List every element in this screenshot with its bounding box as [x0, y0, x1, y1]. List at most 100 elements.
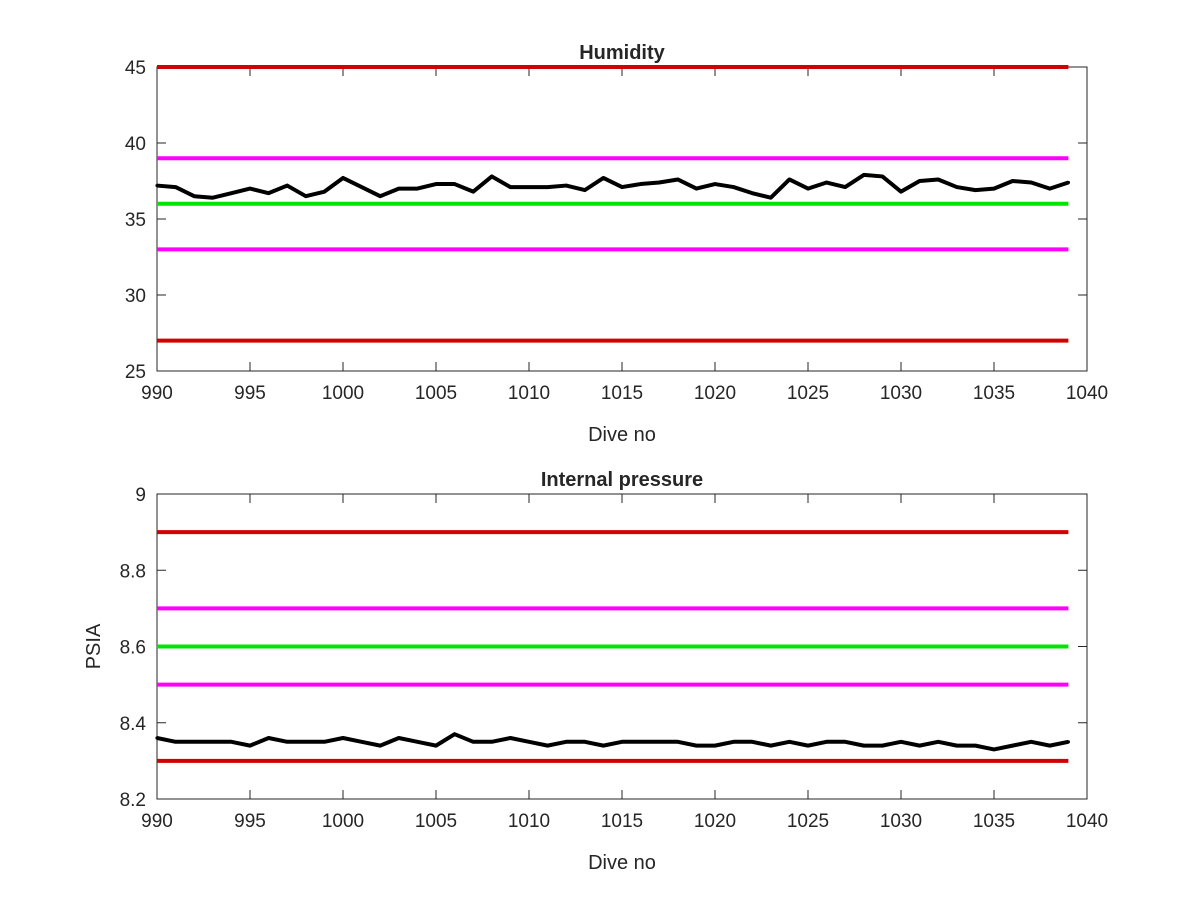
data-point: [973, 744, 978, 748]
x-tick-label: 995: [234, 811, 266, 832]
data-point: [155, 736, 159, 740]
data-point: [490, 174, 494, 179]
data-point: [1048, 187, 1052, 191]
data-point: [936, 740, 940, 744]
data-point: [322, 190, 326, 194]
data-point: [564, 183, 568, 188]
data-point: [434, 182, 438, 186]
x-tick-label: 1010: [508, 811, 550, 832]
data-point: [1066, 180, 1070, 185]
data-point: [285, 183, 289, 188]
data-point: [471, 190, 475, 194]
x-tick-label: 1005: [415, 383, 457, 404]
chart-title: Humidity: [579, 42, 665, 64]
data-point: [378, 744, 382, 748]
data-point: [676, 740, 680, 744]
y-tick-label: 8.4: [120, 714, 147, 735]
data-point: [341, 736, 345, 740]
data-point: [211, 196, 215, 200]
data-point: [992, 747, 996, 752]
data-point: [732, 185, 736, 189]
data-point: [490, 740, 494, 744]
data-point: [211, 740, 215, 744]
data-point: [899, 190, 903, 194]
x-tick-label: 990: [141, 811, 173, 832]
data-point: [880, 744, 885, 748]
data-point: [750, 740, 754, 744]
y-tick-label: 8.6: [120, 638, 146, 659]
data-point: [564, 740, 568, 744]
chart-2: 990 995 1000 1005 1010 1015 1020 1025 1030 1035 10…: [83, 469, 1108, 874]
data-point: [620, 740, 624, 744]
data-point: [1048, 744, 1052, 748]
x-tick-label: 1040: [1066, 811, 1108, 832]
data-point: [713, 182, 717, 186]
data-point: [769, 196, 773, 200]
data-point: [360, 740, 364, 744]
data-point: [694, 744, 699, 748]
y-tick-label: 35: [125, 210, 146, 231]
x-tick-label: 1030: [880, 811, 922, 832]
data-point: [248, 744, 252, 748]
data-point: [1029, 180, 1033, 185]
data-point: [750, 191, 754, 195]
data-point: [1066, 740, 1070, 744]
series-line-1: [156, 732, 1069, 752]
data-point: [174, 185, 178, 189]
y-tick-label: 9: [135, 485, 146, 506]
data-point: [825, 740, 829, 744]
data-point: [453, 732, 457, 736]
data-point: [192, 740, 196, 744]
x-tick-label: 1005: [415, 811, 457, 832]
data-point: [973, 188, 978, 192]
x-tick-label: 1015: [601, 811, 643, 832]
data-point: [1011, 179, 1015, 183]
data-point: [583, 740, 587, 744]
x-tick-label: 1020: [694, 383, 736, 404]
y-tick-label: 8.8: [120, 561, 146, 582]
data-point: [527, 185, 531, 189]
data-point: [229, 191, 233, 195]
data-point: [508, 185, 512, 189]
data-point: [546, 744, 550, 748]
x-tick-label: 1025: [787, 811, 829, 832]
data-point: [657, 740, 661, 744]
x-tick-label: 1040: [1066, 383, 1108, 404]
data-point: [825, 180, 829, 185]
plot-area: [156, 66, 1088, 372]
y-tick-label: 40: [125, 134, 146, 155]
data-point: [862, 744, 866, 748]
x-axis-label: Dive no: [588, 852, 656, 874]
data-point: [453, 182, 457, 186]
data-point: [304, 194, 308, 198]
x-tick-label: 995: [234, 383, 266, 404]
series-line-1: [156, 172, 1070, 200]
data-point: [248, 187, 252, 191]
data-point: [322, 740, 326, 744]
x-tick-label: 1000: [322, 383, 364, 404]
data-point: [360, 185, 364, 189]
y-axis-label: PSIA: [83, 623, 105, 669]
chart-title: Internal pressure: [541, 469, 703, 491]
x-tick-label: 1010: [508, 383, 550, 404]
data-point: [434, 744, 438, 748]
data-point: [304, 740, 308, 744]
data-point: [415, 187, 419, 191]
data-point: [806, 744, 810, 748]
x-tick-label: 1000: [322, 811, 364, 832]
data-point: [843, 185, 847, 189]
data-point: [267, 191, 271, 195]
data-point: [694, 187, 699, 191]
data-point: [769, 744, 773, 748]
data-point: [899, 740, 903, 744]
data-point: [657, 180, 661, 185]
x-tick-label: 1020: [694, 811, 736, 832]
data-point: [546, 185, 550, 189]
chart-1: 990 995 1000 1005 1010 1015 1020 1025 1030 1035 10…: [125, 42, 1108, 446]
data-point: [174, 740, 178, 744]
data-point: [639, 182, 643, 186]
data-point: [955, 185, 959, 189]
x-tick-label: 1025: [787, 383, 829, 404]
data-point: [155, 183, 159, 188]
data-point: [787, 740, 792, 744]
